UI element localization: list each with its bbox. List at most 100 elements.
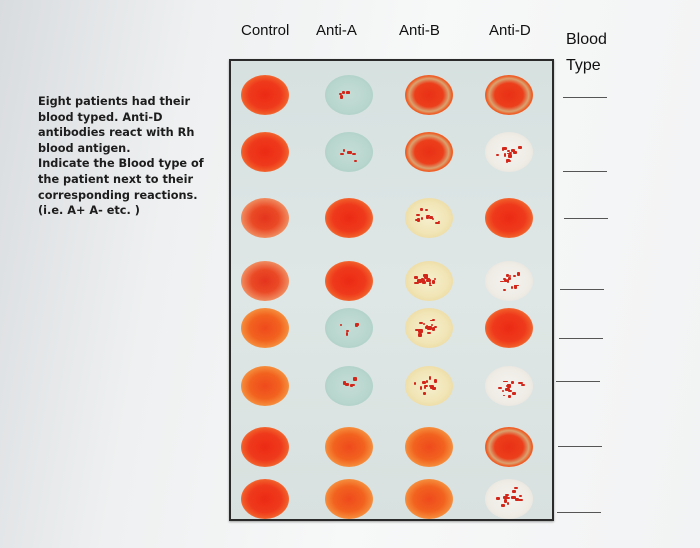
well-row-5-anti-d: [485, 308, 533, 348]
agglutination-speck: [496, 153, 500, 157]
agglutination-speck: [415, 328, 419, 331]
agglutination-speck: [428, 384, 432, 388]
agglutination-speck: [339, 93, 342, 96]
blood-type-answer-line-8[interactable]: [557, 512, 601, 513]
agglutination-speck: [415, 213, 421, 216]
agglutination-speck: [437, 220, 441, 223]
agglutination-speck: [355, 324, 359, 327]
agglutination-speck: [428, 376, 432, 380]
instruction-line: blood antigen.: [38, 141, 131, 155]
agglutination-speck: [350, 384, 353, 387]
well-row-6-anti-b: [405, 366, 453, 406]
instruction-line: antibodies react with Rh: [38, 126, 195, 140]
agglutination-speck: [506, 273, 509, 277]
instruction-line: the patient next to their: [38, 172, 194, 186]
well-row-5-anti-a: [325, 308, 373, 348]
agglutination-speck: [351, 153, 357, 156]
agglutination-speck: [353, 159, 357, 162]
agglutination-speck: [423, 275, 429, 279]
agglutination-speck: [422, 392, 426, 396]
well-row-1-anti-a: [325, 75, 373, 115]
blood-typing-plate: [229, 59, 554, 521]
agglutination-speck: [503, 380, 508, 383]
well-row-5-anti-b: [405, 308, 453, 348]
agglutination-speck: [512, 489, 517, 493]
agglutination-speck: [502, 389, 505, 393]
agglutination-speck: [506, 502, 510, 506]
agglutination-speck: [427, 331, 432, 334]
agglutination-speck: [351, 384, 356, 387]
agglutination-speck: [415, 218, 419, 222]
column-header-anti-d: Anti-D: [489, 22, 531, 39]
instructions-text: Eight patients had their blood typed. An…: [38, 94, 223, 219]
blood-type-answer-line-3[interactable]: [564, 218, 608, 219]
agglutination-speck: [345, 332, 349, 336]
well-row-1-anti-b: [405, 75, 453, 115]
blood-type-answer-line-1[interactable]: [563, 97, 607, 98]
blood-type-answer-line-7[interactable]: [558, 446, 602, 447]
blood-type-answer-line-5[interactable]: [559, 338, 603, 339]
well-row-3-anti-a: [325, 198, 373, 238]
agglutination-speck: [512, 391, 517, 395]
agglutination-speck: [343, 380, 347, 385]
blood-type-header-line-1: Blood: [566, 31, 607, 48]
agglutination-speck: [506, 152, 511, 155]
blood-type-answer-line-6[interactable]: [556, 381, 600, 382]
agglutination-speck: [419, 322, 423, 324]
agglutination-speck: [505, 158, 511, 163]
agglutination-speck: [511, 495, 516, 500]
agglutination-speck: [504, 280, 508, 282]
agglutination-speck: [426, 279, 431, 283]
well-row-7-anti-a: [325, 427, 373, 467]
agglutination-speck: [505, 388, 510, 392]
agglutination-speck: [499, 280, 505, 283]
agglutination-speck: [501, 503, 506, 508]
agglutination-speck: [430, 323, 434, 326]
agglutination-speck: [512, 151, 517, 155]
agglutination-speck: [517, 499, 523, 502]
agglutination-speck: [422, 280, 426, 285]
agglutination-speck: [498, 387, 503, 390]
agglutination-speck: [339, 323, 342, 327]
agglutination-speck: [342, 90, 345, 94]
agglutination-speck: [433, 277, 437, 281]
well-row-8-anti-a: [325, 479, 373, 519]
agglutination-speck: [429, 216, 434, 220]
agglutination-speck: [506, 149, 510, 153]
agglutination-speck: [346, 329, 350, 332]
agglutination-speck: [520, 384, 525, 387]
agglutination-speck: [503, 394, 506, 397]
agglutination-speck: [419, 386, 422, 390]
blood-type-answer-line-2[interactable]: [563, 171, 607, 172]
blood-type-answer-line-4[interactable]: [560, 289, 604, 290]
agglutination-speck: [430, 319, 434, 322]
agglutination-speck: [340, 94, 343, 99]
agglutination-speck: [418, 329, 424, 333]
agglutination-speck: [434, 222, 440, 225]
well-row-8-control: [241, 479, 289, 519]
well-row-6-anti-d: [485, 366, 533, 406]
instruction-line: (i.e. A+ A- etc. ): [38, 204, 140, 218]
blood-type-header-line-2: Type: [566, 57, 601, 74]
agglutination-speck: [510, 285, 514, 290]
agglutination-speck: [501, 147, 504, 152]
agglutination-speck: [434, 379, 438, 383]
agglutination-speck: [424, 326, 429, 329]
well-row-3-control: [241, 198, 289, 238]
agglutination-speck: [517, 272, 521, 276]
agglutination-speck: [513, 285, 518, 289]
agglutination-speck: [417, 333, 422, 337]
well-row-4-anti-b: [405, 261, 453, 301]
instruction-line: blood typed. Anti-D: [38, 110, 163, 124]
agglutination-speck: [428, 282, 431, 286]
agglutination-speck: [426, 380, 429, 384]
agglutination-speck: [502, 147, 507, 151]
well-row-8-anti-d: [485, 479, 533, 519]
agglutination-speck: [427, 214, 430, 217]
instruction-line: Indicate the Blood type of: [38, 157, 204, 171]
well-row-4-anti-d: [485, 261, 533, 301]
agglutination-speck: [425, 277, 430, 280]
agglutination-speck: [340, 152, 345, 156]
agglutination-speck: [508, 154, 513, 158]
column-header-anti-b: Anti-B: [399, 22, 440, 39]
